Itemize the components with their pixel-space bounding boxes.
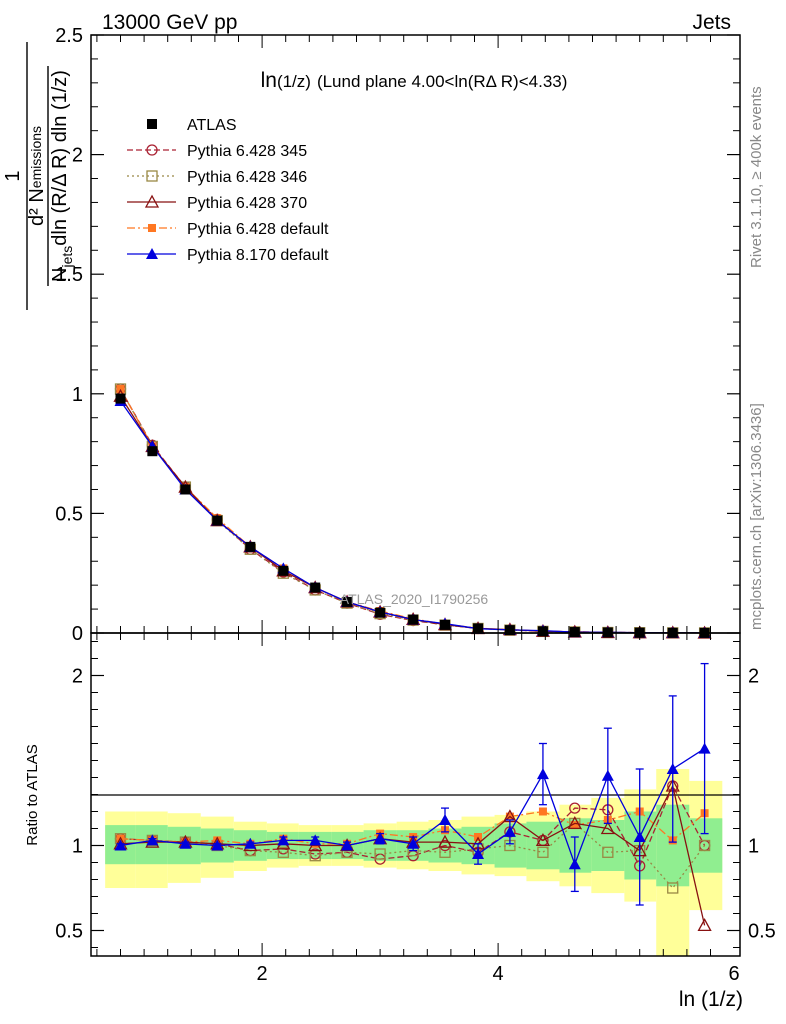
pythia-6-428-346-point: [537, 846, 549, 858]
main-panel: ln(1/z) (Lund plane 4.00<ln(RΔ R)<4.33) A…: [2, 25, 741, 645]
ratio-xtick-label: 4: [493, 963, 504, 985]
pythia-6-428-370-point: [535, 833, 551, 847]
pythia-8-170-default-point: [211, 839, 224, 851]
legend-label-pythia-6-428-default: Pythia 6.428 default: [187, 221, 329, 238]
pythia-6-428-370-point: [567, 816, 582, 830]
pythia-8-170-default-point: [472, 848, 485, 859]
atlas-point: [180, 484, 191, 495]
legend-label-atlas: ATLAS: [187, 117, 237, 134]
pythia-8-170-default-point: [601, 769, 614, 781]
pythia-6-428-346-point: [602, 846, 614, 858]
pythia-8-170-default-point: [439, 814, 451, 825]
atlas-point: [504, 625, 515, 636]
legend-label-pythia-6-428-370: Pythia 6.428 370: [187, 195, 307, 212]
pythia-6-428-370-point: [437, 834, 453, 848]
pythia-6-428-default-point: [570, 821, 579, 830]
atlas-point: [245, 541, 256, 552]
header-right: Jets: [692, 11, 731, 34]
x-axis-label: ln (1/z): [679, 988, 743, 1011]
y-axis-label: 1 d² Nemissions Njetsdln (R/Δ R) dln (1/…: [2, 42, 75, 310]
ylabel-denominator: Njetsdln (R/Δ R) dln (1/z): [49, 70, 75, 282]
atlas-point: [115, 393, 126, 404]
pythia-6-428-default-point: [538, 807, 547, 816]
header-left: 13000 GeV pp: [102, 11, 237, 34]
pythia-8-170-default-point: [277, 834, 290, 846]
atlas-point: [440, 619, 450, 630]
mcplots-label: mcplots.cern.ch [arXiv:1306.3436]: [748, 403, 765, 630]
pythia-8-170-default-point: [633, 831, 646, 842]
band-inner-bin: [689, 818, 723, 873]
pythia-6-428-346-point: [698, 839, 711, 852]
pythia-8-170-default-point: [666, 763, 679, 774]
pythia-8-170-default-point: [536, 768, 549, 780]
legend-marker-atlas: [147, 119, 157, 129]
pythia-6-428-346-point: [374, 848, 386, 860]
atlas-point: [569, 627, 580, 638]
pythia-8-170-default-point: [146, 834, 159, 846]
ylabel-numerator: d² Nemissions: [26, 126, 48, 226]
pythia-8-170-default-point: [114, 839, 127, 851]
ratio-panel: 0.5 0.5 1 1 2 2 2 4 6 Ratio to ATLAS ln (1/z): [24, 632, 776, 1011]
pythia-6-428-346-point: [277, 846, 289, 858]
pythia-8-170-default-point: [341, 839, 354, 851]
ratio-ytick-label: 0.5: [55, 921, 83, 943]
main-ytick-label: 2: [72, 145, 83, 167]
main-ytick-label: 1.5: [55, 264, 83, 286]
main-ytick-label: 2.5: [55, 25, 83, 47]
atlas-point: [342, 596, 353, 607]
pythia-8-170-default-point: [309, 834, 322, 846]
atlas-point: [278, 565, 289, 576]
main-title: ln(1/z) (Lund plane 4.00<ln(RΔ R)<4.33): [261, 69, 568, 92]
legend: ATLAS Pythia 6.428 345 Pythia 6.428 346 Pyt…: [127, 117, 329, 264]
pythia-6-428-346-point: [667, 882, 679, 894]
atlas-point: [147, 446, 158, 457]
pythia-8-170-default-point: [503, 825, 516, 837]
legend-marker-pythia-8-170-default: [146, 248, 158, 259]
pythia-8-170-default-point: [374, 832, 387, 844]
legend-label-pythia-8-170-default: Pythia 8.170 default: [187, 247, 329, 264]
ratio-ytick-label: 1: [72, 836, 83, 858]
pythia-8-170-default-point: [698, 742, 711, 754]
legend-marker-pythia-6-428-345: [146, 144, 158, 156]
atlas-point: [212, 515, 223, 526]
ratio-ytick-label-right: 2: [748, 666, 759, 688]
pythia-8-170-default-point: [568, 858, 581, 870]
pythia-8-170-default-point: [244, 837, 257, 849]
main-ytick-label: 1: [72, 384, 83, 406]
atlas-point: [310, 582, 321, 593]
legend-marker-pythia-6-428-370: [144, 194, 160, 208]
ratio-ylabel: Ratio to ATLAS: [24, 744, 41, 845]
ratio-xtick-label: 6: [729, 963, 740, 985]
pythia-6-428-345-point: [569, 802, 581, 814]
main-ytick-label: 0: [72, 623, 83, 645]
ratio-ytick-label-right: 1: [748, 836, 759, 858]
ratio-ytick-label: 2: [72, 666, 83, 688]
legend-label-pythia-6-428-345: Pythia 6.428 345: [187, 143, 307, 160]
pythia-8-170-default-point: [179, 837, 192, 849]
pythia-8-170-default-point: [407, 837, 420, 849]
pythia-6-428-346-line: [120, 822, 706, 890]
main-ytick-label: 0.5: [55, 503, 83, 525]
ratio-xtick-label: 2: [257, 963, 268, 985]
atlas-point: [537, 626, 548, 637]
legend-marker-pythia-6-428-default: [148, 224, 156, 232]
pythia-6-428-370-point: [600, 821, 615, 835]
pythia-6-428-370-point: [697, 918, 712, 932]
atlas-point: [473, 623, 484, 634]
legend-marker-pythia-6-428-346: [146, 170, 158, 182]
watermark: ATLAS_2020_I1790256: [340, 591, 489, 607]
rivet-label: Rivet 3.1.10, ≥ 400k events: [748, 86, 765, 268]
legend-label-pythia-6-428-346: Pythia 6.428 346: [187, 169, 307, 186]
ylabel-one: 1: [2, 170, 24, 181]
band-inner-bin: [591, 820, 625, 871]
ratio-ytick-label-right: 0.5: [748, 921, 776, 943]
atlas-point: [375, 607, 386, 618]
atlas-point: [408, 614, 419, 625]
